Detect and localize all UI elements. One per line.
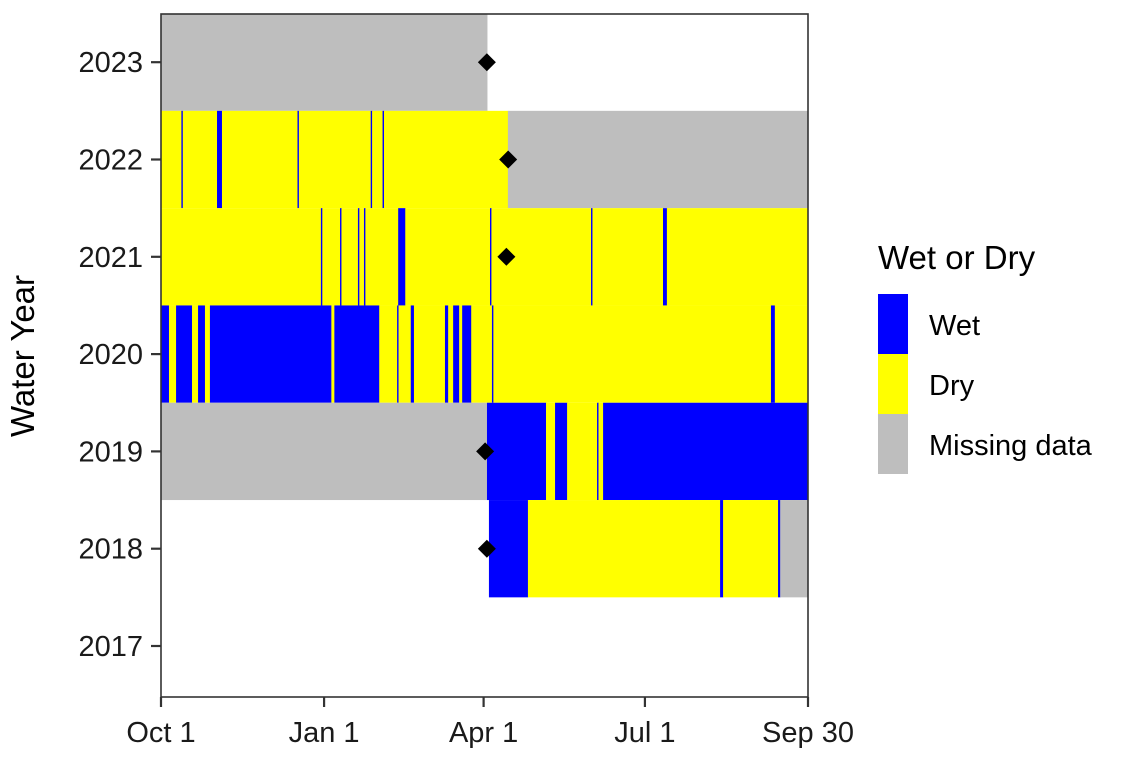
y-axis: 2017 2018 2019 2020 2021 2022 2023 [78,47,161,663]
legend-label: Wet [929,310,980,342]
tile-2018-wet [778,500,781,598]
tile-2020-wet [410,305,415,403]
tile-2022-missing-data [507,110,809,209]
tile-2021-wet [489,208,492,306]
x-axis: Oct 1 Jan 1 Apr 1 Jul 1 Sep 30 [126,697,854,749]
tile-2020-dry [331,305,335,403]
tile-2022-dry [221,110,298,209]
tile-2020-wet [444,305,449,403]
tile-2021-dry [592,208,664,306]
tile-2020-wet [770,305,776,403]
tile-2021-wet [363,208,366,306]
tile-2020-dry [459,305,463,403]
tile-2018-wet [720,500,724,598]
tile-2019-missing-data [161,402,488,501]
tile-2020-wet [453,305,460,403]
date-markers [476,53,518,558]
diamond-marker-2023 [477,53,496,72]
legend: Wet or Dry Wet Dry Missing data [878,239,1093,474]
tile-2018-missing-data [780,500,809,598]
tile-2020-dry [493,305,772,403]
tile-2020-wet [397,305,399,403]
y-axis-title: Water Year [4,275,41,437]
tile-2020-wet [209,305,332,403]
tile-2020-wet [161,305,170,403]
y-tick-label: 2019 [78,436,143,468]
tile-2023-missing-data [161,13,488,111]
legend-label: Missing data [929,430,1093,462]
legend-label: Dry [929,370,975,402]
tile-2021-wet [340,208,342,306]
legend-key-dry [878,354,908,414]
tile-2020-wet [491,305,494,403]
x-tick-label: Jan 1 [289,717,360,749]
tile-2022-wet [382,110,385,209]
diamond-marker-2021 [497,247,516,266]
tile-2018-dry [527,500,721,598]
tile-2019-dry [598,402,604,501]
diamond-marker-2019 [476,442,495,461]
legend-key-missing-data [878,414,908,474]
tile-2021-wet [398,208,406,306]
tile-2019-wet [555,402,568,501]
y-tick-label: 2020 [78,339,143,371]
x-tick-label: Jul 1 [614,717,675,749]
tile-2022-dry [161,110,182,209]
tile-2021-dry [405,208,491,306]
tile-2021-wet [320,208,323,306]
tile-2020-dry [379,305,398,403]
y-tick-label: 2017 [78,631,143,663]
tile-2022-wet [370,110,373,209]
tile-2020-dry [471,305,493,403]
tile-2020-dry [204,305,211,403]
tile-2019-wet [597,402,599,501]
tile-2021-wet [663,208,668,306]
tile-2020-dry [774,305,809,403]
y-tick-label: 2018 [78,534,143,566]
tile-2019-wet [486,402,547,501]
diamond-marker-2018 [477,539,496,558]
tile-2018-dry [723,500,779,598]
tile-2020-wet [176,305,193,403]
tile-2022-wet [297,110,300,209]
tile-2021-wet [357,208,360,306]
tile-2022-dry [383,110,509,209]
tile-2020-dry [398,305,412,403]
tile-2021-dry [365,208,399,306]
y-tick-label: 2022 [78,145,143,177]
tile-2019-wet [603,402,809,501]
diamond-marker-2022 [499,150,518,169]
tile-2022-dry [298,110,371,209]
tile-2021-wet [591,208,593,306]
x-tick-label: Sep 30 [762,717,854,749]
tile-2021-dry [161,208,322,306]
y-tick-label: 2021 [78,242,143,274]
tile-2020-dry [192,305,199,403]
tile-2020-wet [462,305,472,403]
plot-tiles [161,13,809,598]
tile-2020-dry [413,305,446,403]
legend-title: Wet or Dry [878,239,1036,276]
tile-2022-dry [372,110,383,209]
tile-2020-dry [448,305,454,403]
tile-2021-dry [341,208,359,306]
tile-2022-wet [217,110,223,209]
tile-2020-wet [334,305,380,403]
tile-2021-dry [359,208,365,306]
tile-2022-dry [182,110,218,209]
tile-2020-wet [198,305,206,403]
x-tick-label: Oct 1 [126,717,195,749]
tile-2022-wet [181,110,184,209]
tile-2021-dry [322,208,341,306]
x-tick-label: Apr 1 [449,717,518,749]
y-tick-label: 2023 [78,47,143,79]
tile-2019-dry [567,402,598,501]
tile-2021-dry [666,208,809,306]
tile-2019-dry [546,402,556,501]
legend-key-wet [878,294,908,354]
tile-2020-dry [168,305,177,403]
